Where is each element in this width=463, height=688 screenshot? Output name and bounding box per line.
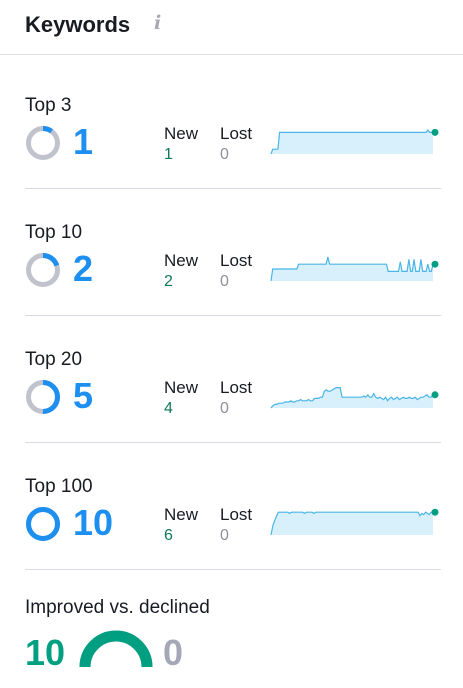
new-label: New	[164, 505, 199, 524]
section-top-100: Top 100 10 New Lost 6 0	[25, 443, 441, 570]
improved-label: Improved vs. declined	[25, 597, 210, 618]
trend-sparkline	[270, 387, 439, 409]
improved-vs-declined: Improved vs. declined 10 0	[25, 570, 441, 688]
sparkline-end-dot	[431, 508, 439, 516]
lost-value[interactable]: 0	[220, 400, 229, 417]
improved-count[interactable]: 10	[25, 632, 66, 673]
info-icon[interactable]: i	[154, 12, 162, 34]
donut-icon	[26, 507, 60, 541]
donut-icon	[26, 253, 60, 287]
sparkline-area	[271, 130, 433, 154]
new-label: New	[164, 378, 199, 397]
declined-count[interactable]: 0	[163, 632, 184, 673]
widget-header: Keywords i	[0, 0, 463, 55]
section-top-3: Top 3 1 New Lost 1 0	[25, 62, 441, 189]
donut-fill	[26, 126, 60, 160]
donut-icon	[26, 126, 60, 160]
donut-fill	[26, 253, 60, 287]
trend-sparkline	[270, 508, 439, 536]
donut-icon	[26, 380, 60, 414]
sparkline-line	[270, 511, 433, 536]
sparkline-end-dot	[431, 260, 439, 268]
section-top-10: Top 10 2 New Lost 2 0	[25, 189, 441, 316]
donut-fill	[26, 380, 60, 414]
trend-sparkline	[270, 256, 439, 282]
widget-title: Keywords	[25, 12, 131, 37]
sparkline-line	[270, 256, 434, 282]
sparkline-area	[271, 387, 433, 408]
improved-gauge	[79, 630, 153, 668]
lost-value[interactable]: 0	[220, 146, 229, 163]
keyword-count[interactable]: 5	[73, 375, 94, 416]
lost-value[interactable]: 0	[220, 527, 229, 544]
sparkline-area	[271, 512, 433, 535]
sparkline-line	[270, 387, 434, 409]
gauge-fill	[79, 630, 153, 668]
section-label: Top 3	[25, 95, 72, 116]
lost-label: Lost	[220, 124, 253, 143]
sparkline-area	[271, 257, 433, 281]
new-label: New	[164, 124, 199, 143]
sparkline-line	[270, 128, 433, 155]
sparkline-end-dot	[431, 391, 439, 399]
lost-label: Lost	[220, 251, 253, 270]
lost-label: Lost	[220, 505, 253, 524]
donut-fill	[26, 507, 60, 541]
sparkline-end-dot	[431, 128, 439, 136]
new-label: New	[164, 251, 199, 270]
new-value[interactable]: 4	[164, 400, 173, 417]
trend-sparkline	[270, 128, 439, 155]
keyword-count[interactable]: 2	[73, 248, 94, 289]
section-label: Top 100	[25, 476, 93, 497]
section-label: Top 10	[25, 222, 83, 243]
new-value[interactable]: 1	[164, 146, 173, 163]
lost-label: Lost	[220, 378, 253, 397]
new-value[interactable]: 6	[164, 527, 173, 544]
section-label: Top 20	[25, 349, 83, 370]
keyword-count[interactable]: 10	[73, 502, 114, 543]
keyword-count[interactable]: 1	[73, 121, 94, 162]
new-value[interactable]: 2	[164, 273, 173, 290]
donut-track	[26, 126, 60, 160]
lost-value[interactable]: 0	[220, 273, 229, 290]
section-top-20: Top 20 5 New Lost 4 0	[25, 316, 441, 443]
